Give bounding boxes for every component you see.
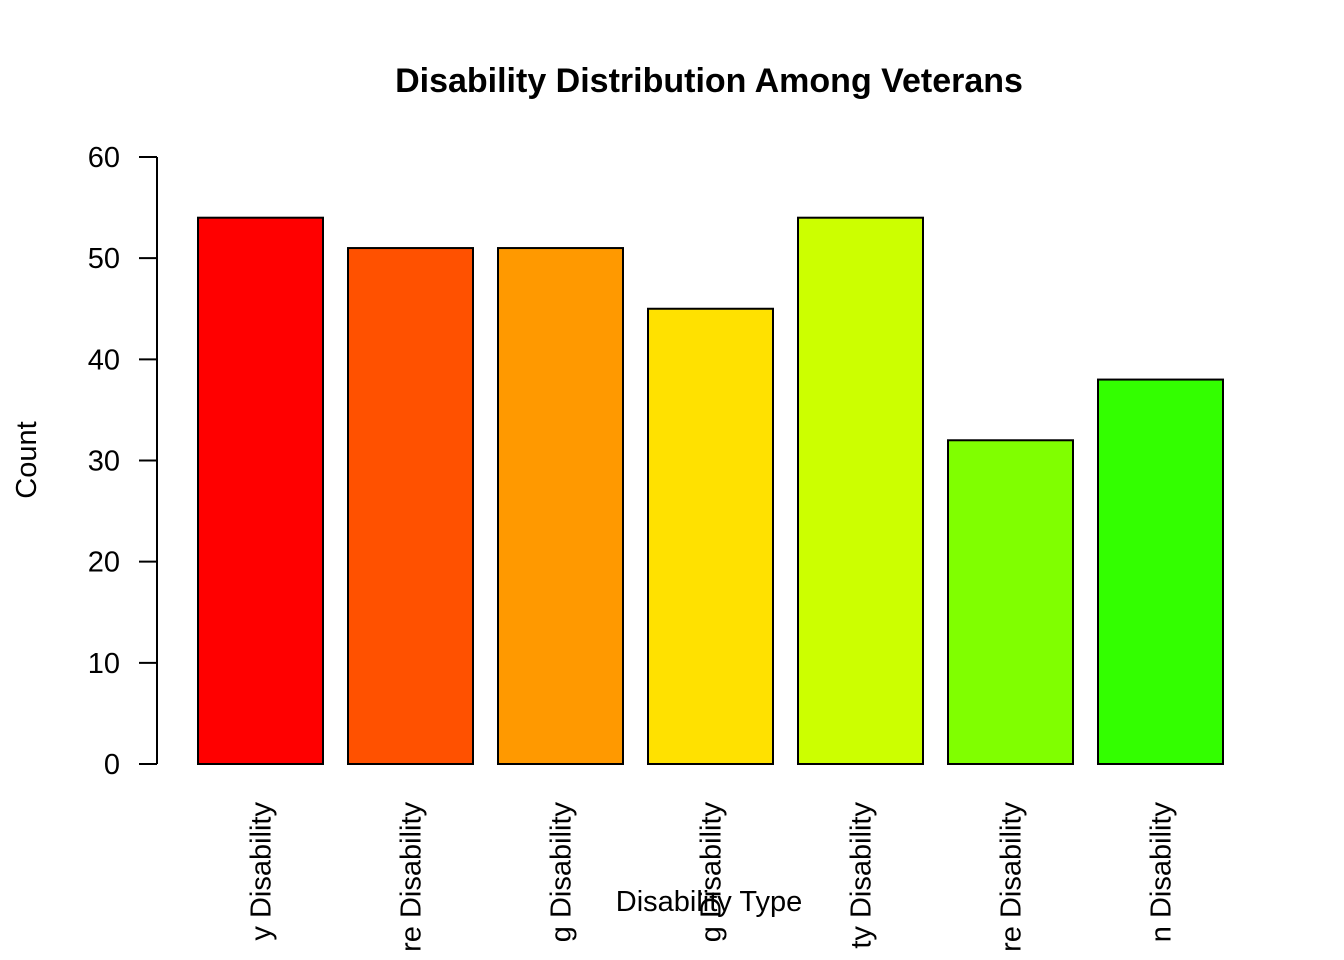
y-tick-label: 20 bbox=[88, 547, 120, 579]
x-category-label: re Disability bbox=[396, 802, 428, 952]
chart-title: Disability Distribution Among Veterans bbox=[395, 62, 1023, 100]
bar bbox=[647, 307, 774, 765]
bar bbox=[947, 439, 1074, 765]
bar bbox=[347, 247, 474, 766]
bar bbox=[1097, 378, 1224, 765]
bar bbox=[497, 247, 624, 766]
y-tick-label: 30 bbox=[88, 446, 120, 478]
y-axis: 0 10 20 30 40 50 60 bbox=[88, 142, 158, 781]
x-category-label: y Disability bbox=[246, 802, 278, 941]
x-category-label: g Disability bbox=[696, 802, 728, 943]
y-axis-label: Count bbox=[11, 421, 43, 498]
x-category-label: ty Disability bbox=[846, 802, 878, 949]
y-tick-label: 40 bbox=[88, 344, 120, 376]
bar bbox=[197, 216, 324, 765]
bar bbox=[797, 216, 924, 765]
x-category-label: g Disability bbox=[546, 802, 578, 943]
category-labels: y Disability re Disability g Disability g D… bbox=[246, 802, 1178, 952]
x-axis-label: Disability Type bbox=[616, 886, 802, 918]
bars-group bbox=[197, 216, 1224, 766]
y-tick-label: 10 bbox=[88, 648, 120, 680]
x-category-label: re Disability bbox=[996, 802, 1028, 952]
x-category-label: n Disability bbox=[1146, 802, 1178, 943]
y-tick-label: 0 bbox=[104, 749, 120, 781]
y-tick-label: 60 bbox=[88, 142, 120, 174]
y-tick-label: 50 bbox=[88, 243, 120, 275]
